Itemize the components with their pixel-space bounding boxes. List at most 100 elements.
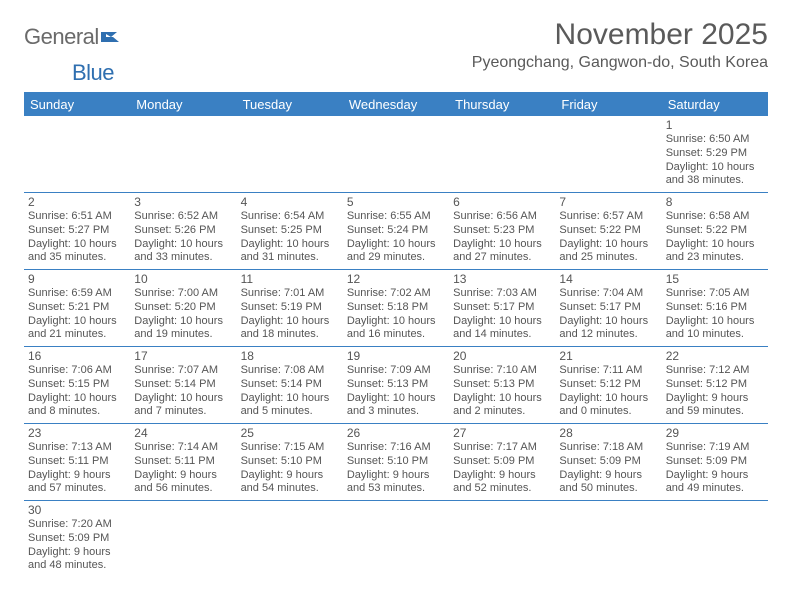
daylight-text-2: and 27 minutes. <box>453 251 551 265</box>
daylight-text-2: and 38 minutes. <box>666 174 764 188</box>
daylight-text-1: Daylight: 9 hours <box>28 469 126 483</box>
calendar-row: 23Sunrise: 7:13 AMSunset: 5:11 PMDayligh… <box>24 424 768 501</box>
calendar-cell: 10Sunrise: 7:00 AMSunset: 5:20 PMDayligh… <box>130 270 236 346</box>
sunrise-text: Sunrise: 7:08 AM <box>241 364 339 378</box>
calendar-cell <box>555 501 661 577</box>
calendar-cell <box>130 116 236 192</box>
sunrise-text: Sunrise: 7:01 AM <box>241 287 339 301</box>
daylight-text-2: and 29 minutes. <box>347 251 445 265</box>
daylight-text-1: Daylight: 9 hours <box>453 469 551 483</box>
day-number: 5 <box>347 195 445 209</box>
calendar-cell: 14Sunrise: 7:04 AMSunset: 5:17 PMDayligh… <box>555 270 661 346</box>
daylight-text-1: Daylight: 9 hours <box>666 469 764 483</box>
sunset-text: Sunset: 5:12 PM <box>666 378 764 392</box>
day-number: 25 <box>241 426 339 440</box>
daylight-text-2: and 3 minutes. <box>347 405 445 419</box>
day-number: 22 <box>666 349 764 363</box>
day-header-thu: Thursday <box>449 93 555 116</box>
calendar-cell: 26Sunrise: 7:16 AMSunset: 5:10 PMDayligh… <box>343 424 449 500</box>
calendar-cell: 20Sunrise: 7:10 AMSunset: 5:13 PMDayligh… <box>449 347 555 423</box>
daylight-text-2: and 5 minutes. <box>241 405 339 419</box>
sunrise-text: Sunrise: 6:52 AM <box>134 210 232 224</box>
flag-icon <box>101 30 121 49</box>
sunrise-text: Sunrise: 7:18 AM <box>559 441 657 455</box>
calendar-cell <box>343 501 449 577</box>
day-number: 23 <box>28 426 126 440</box>
day-number: 7 <box>559 195 657 209</box>
daylight-text-2: and 7 minutes. <box>134 405 232 419</box>
daylight-text-2: and 8 minutes. <box>28 405 126 419</box>
sunrise-text: Sunrise: 7:11 AM <box>559 364 657 378</box>
day-number: 18 <box>241 349 339 363</box>
daylight-text-1: Daylight: 10 hours <box>347 315 445 329</box>
daylight-text-2: and 14 minutes. <box>453 328 551 342</box>
sunrise-text: Sunrise: 7:10 AM <box>453 364 551 378</box>
calendar-header-row: Sunday Monday Tuesday Wednesday Thursday… <box>24 92 768 116</box>
sunset-text: Sunset: 5:25 PM <box>241 224 339 238</box>
title-block: November 2025 Pyeongchang, Gangwon-do, S… <box>472 18 768 76</box>
sunset-text: Sunset: 5:11 PM <box>134 455 232 469</box>
sunset-text: Sunset: 5:13 PM <box>453 378 551 392</box>
sunrise-text: Sunrise: 7:16 AM <box>347 441 445 455</box>
sunset-text: Sunset: 5:13 PM <box>347 378 445 392</box>
daylight-text-2: and 35 minutes. <box>28 251 126 265</box>
day-header-fri: Friday <box>555 93 661 116</box>
daylight-text-1: Daylight: 10 hours <box>453 315 551 329</box>
daylight-text-1: Daylight: 9 hours <box>241 469 339 483</box>
daylight-text-1: Daylight: 9 hours <box>666 392 764 406</box>
sunset-text: Sunset: 5:16 PM <box>666 301 764 315</box>
sunrise-text: Sunrise: 7:12 AM <box>666 364 764 378</box>
daylight-text-2: and 25 minutes. <box>559 251 657 265</box>
sunrise-text: Sunrise: 7:20 AM <box>28 518 126 532</box>
sunrise-text: Sunrise: 7:00 AM <box>134 287 232 301</box>
daylight-text-2: and 0 minutes. <box>559 405 657 419</box>
day-number: 13 <box>453 272 551 286</box>
sunset-text: Sunset: 5:11 PM <box>28 455 126 469</box>
sunset-text: Sunset: 5:09 PM <box>559 455 657 469</box>
sunset-text: Sunset: 5:17 PM <box>559 301 657 315</box>
day-number: 8 <box>666 195 764 209</box>
calendar-cell <box>449 116 555 192</box>
sunrise-text: Sunrise: 7:02 AM <box>347 287 445 301</box>
sunrise-text: Sunrise: 6:56 AM <box>453 210 551 224</box>
logo-text-blue: Blue <box>72 60 114 86</box>
daylight-text-2: and 49 minutes. <box>666 482 764 496</box>
sunrise-text: Sunrise: 6:58 AM <box>666 210 764 224</box>
calendar-cell <box>130 501 236 577</box>
day-number: 9 <box>28 272 126 286</box>
day-number: 27 <box>453 426 551 440</box>
sunrise-text: Sunrise: 6:51 AM <box>28 210 126 224</box>
daylight-text-1: Daylight: 10 hours <box>347 238 445 252</box>
daylight-text-1: Daylight: 10 hours <box>241 392 339 406</box>
sunrise-text: Sunrise: 6:55 AM <box>347 210 445 224</box>
sunset-text: Sunset: 5:14 PM <box>134 378 232 392</box>
day-number: 6 <box>453 195 551 209</box>
calendar-cell: 9Sunrise: 6:59 AMSunset: 5:21 PMDaylight… <box>24 270 130 346</box>
logo: General <box>24 24 121 50</box>
daylight-text-2: and 2 minutes. <box>453 405 551 419</box>
daylight-text-1: Daylight: 10 hours <box>559 315 657 329</box>
calendar-cell: 18Sunrise: 7:08 AMSunset: 5:14 PMDayligh… <box>237 347 343 423</box>
sunset-text: Sunset: 5:09 PM <box>453 455 551 469</box>
sunrise-text: Sunrise: 7:13 AM <box>28 441 126 455</box>
calendar-cell: 24Sunrise: 7:14 AMSunset: 5:11 PMDayligh… <box>130 424 236 500</box>
sunrise-text: Sunrise: 7:07 AM <box>134 364 232 378</box>
day-header-sun: Sunday <box>24 93 130 116</box>
daylight-text-2: and 10 minutes. <box>666 328 764 342</box>
sunrise-text: Sunrise: 6:50 AM <box>666 133 764 147</box>
calendar-cell: 25Sunrise: 7:15 AMSunset: 5:10 PMDayligh… <box>237 424 343 500</box>
daylight-text-2: and 21 minutes. <box>28 328 126 342</box>
daylight-text-1: Daylight: 10 hours <box>666 161 764 175</box>
daylight-text-2: and 57 minutes. <box>28 482 126 496</box>
calendar-cell: 1Sunrise: 6:50 AMSunset: 5:29 PMDaylight… <box>662 116 768 192</box>
daylight-text-2: and 16 minutes. <box>347 328 445 342</box>
sunset-text: Sunset: 5:29 PM <box>666 147 764 161</box>
sunrise-text: Sunrise: 6:57 AM <box>559 210 657 224</box>
day-number: 14 <box>559 272 657 286</box>
calendar-body: 1Sunrise: 6:50 AMSunset: 5:29 PMDaylight… <box>24 116 768 577</box>
sunrise-text: Sunrise: 7:09 AM <box>347 364 445 378</box>
calendar-cell <box>237 501 343 577</box>
daylight-text-1: Daylight: 10 hours <box>666 238 764 252</box>
sunrise-text: Sunrise: 7:19 AM <box>666 441 764 455</box>
sunrise-text: Sunrise: 6:54 AM <box>241 210 339 224</box>
